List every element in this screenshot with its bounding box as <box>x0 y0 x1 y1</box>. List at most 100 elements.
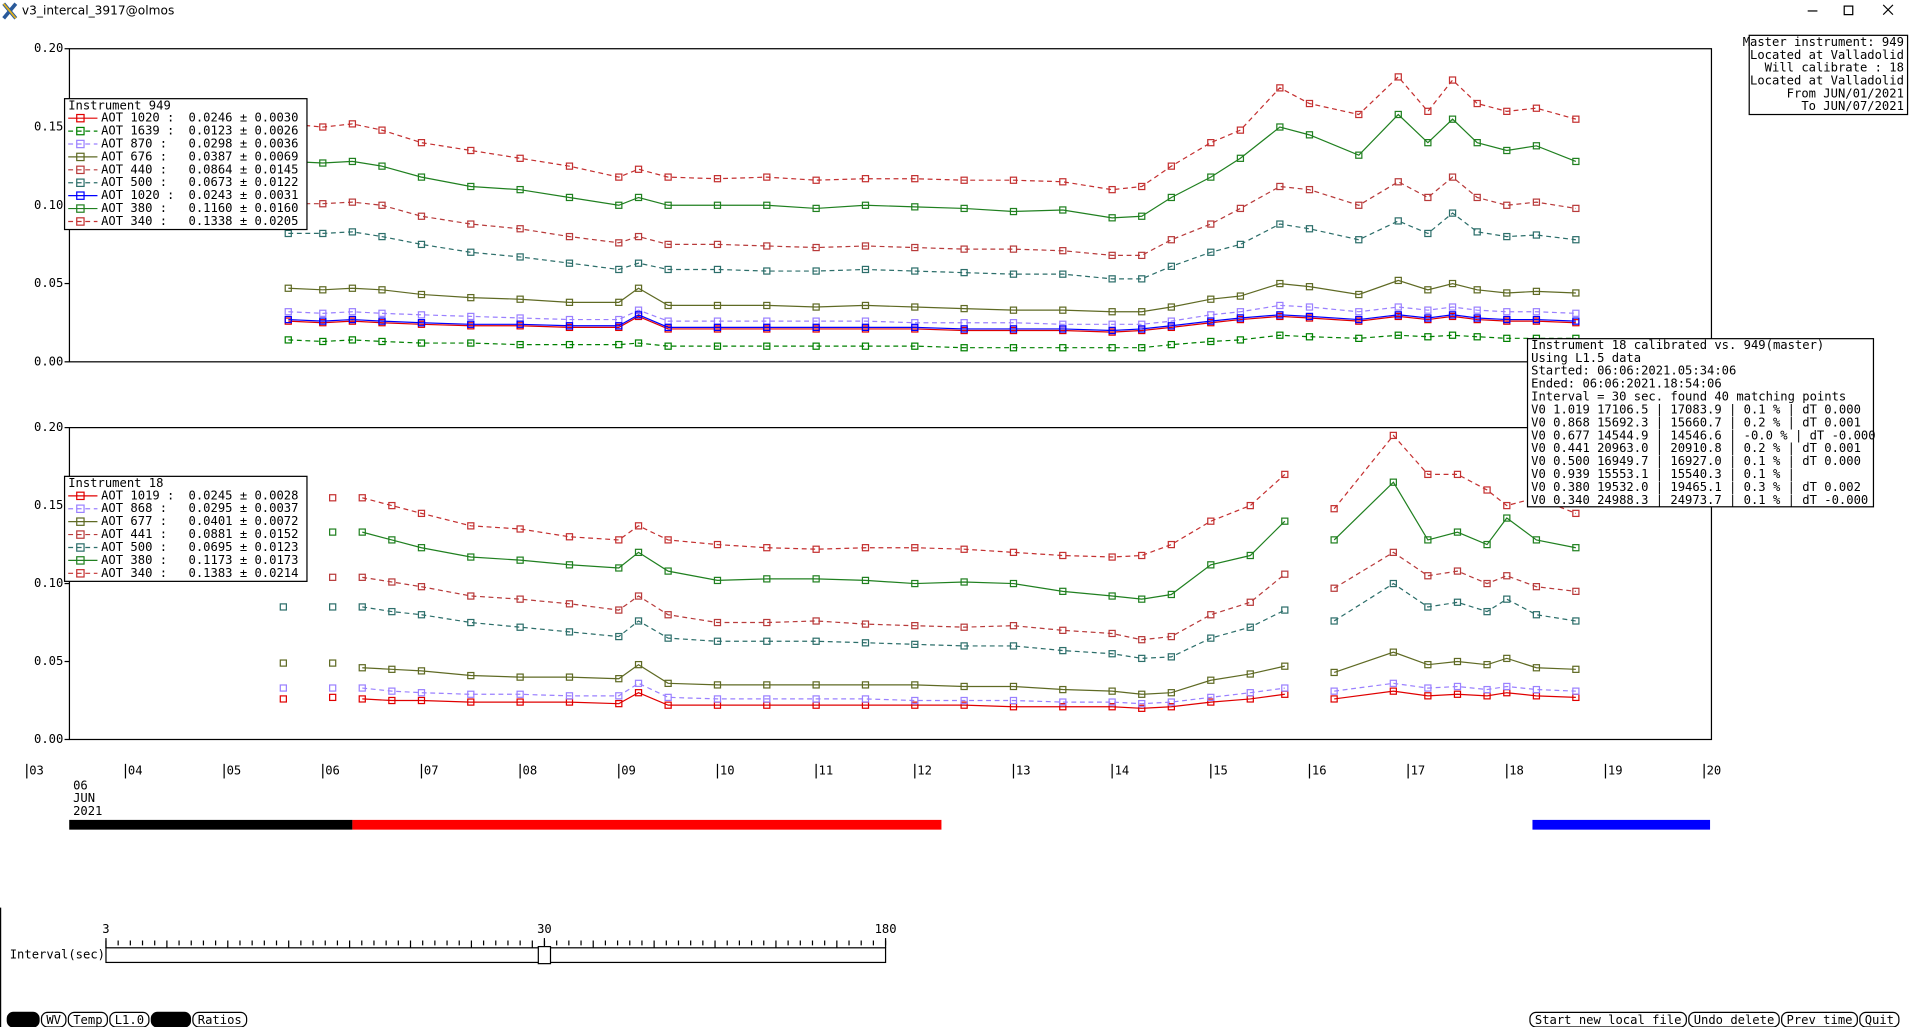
button-label[interactable]: Start new local file <box>1535 1013 1682 1027</box>
button-label[interactable]: Quit <box>1865 1013 1894 1027</box>
data-point <box>1503 201 1511 209</box>
data-point <box>417 139 426 147</box>
data-point <box>911 621 919 630</box>
data-point <box>329 528 337 536</box>
data-point <box>960 204 968 213</box>
button-frame[interactable] <box>1688 1011 1780 1027</box>
data-point <box>634 259 643 267</box>
data-point <box>812 204 820 213</box>
data-point <box>329 684 337 692</box>
data-point <box>1305 283 1314 291</box>
button[interactable]: WV <box>40 1011 67 1027</box>
button-label[interactable]: WV <box>46 1013 61 1027</box>
data-point <box>1276 311 1284 319</box>
button-label[interactable]: Temp <box>73 1013 102 1027</box>
data-point <box>615 298 623 306</box>
data-point <box>1236 240 1245 249</box>
button-frame[interactable] <box>192 1011 248 1027</box>
data-point <box>1207 561 1215 569</box>
data-point <box>1473 193 1481 202</box>
data-point <box>1138 690 1146 698</box>
data-point <box>1207 173 1215 181</box>
data-point <box>565 259 574 267</box>
legend-name: AOT 676 : <box>101 149 167 163</box>
stats-line: Started: 06:06:2021.05:34:06 <box>1531 364 1736 378</box>
legend-box <box>63 98 308 231</box>
button-label[interactable]: L1.0 <box>115 1013 144 1027</box>
button[interactable]: Quit <box>1859 1011 1900 1027</box>
data-point <box>1108 344 1116 352</box>
slider-track[interactable] <box>105 947 887 964</box>
button[interactable]: Ratios <box>192 1011 248 1027</box>
data-point <box>417 212 426 220</box>
data-point <box>664 536 672 544</box>
data-point <box>615 536 623 544</box>
button-frame[interactable] <box>67 1011 109 1027</box>
button-label[interactable]: Prev time <box>1787 1013 1853 1027</box>
window-controls[interactable] <box>1807 4 1894 16</box>
button-frame[interactable] <box>40 1011 67 1027</box>
slider-thumb[interactable] <box>537 945 552 965</box>
data-point <box>1453 528 1462 536</box>
button[interactable]: Undo delete <box>1688 1011 1780 1027</box>
button-frame[interactable] <box>1529 1011 1687 1027</box>
data-point <box>1167 540 1175 549</box>
button-frame[interactable] <box>1781 1011 1858 1027</box>
data-point <box>1207 698 1215 706</box>
data-point <box>1167 322 1175 330</box>
button-label[interactable]: L1.5 <box>156 1013 185 1027</box>
x-tick-label: 16 <box>1312 764 1327 778</box>
button-label[interactable]: Ratios <box>198 1013 242 1027</box>
button[interactable]: L1.0 <box>109 1011 150 1027</box>
data-point <box>763 544 771 552</box>
button-frame[interactable] <box>109 1011 150 1027</box>
data-point <box>1009 579 1018 588</box>
data-point <box>1207 317 1215 325</box>
button-frame[interactable] <box>1859 1011 1900 1027</box>
data-point <box>467 293 475 302</box>
button[interactable]: L1.5 <box>150 1011 192 1027</box>
button-frame[interactable] <box>6 1011 40 1027</box>
legend-name: AOT 677 : <box>101 514 167 528</box>
data-point <box>1473 306 1481 314</box>
legend-name: AOT 500 : <box>101 175 167 189</box>
legend-name: AOT 868 : <box>101 501 167 515</box>
data-point <box>1236 204 1245 213</box>
data-point <box>615 606 623 614</box>
slider-tick-label: 3 <box>102 922 109 936</box>
data-point <box>378 162 386 170</box>
data-point <box>388 578 396 586</box>
stats-line: V0 0.441 20963.0 | 20910.8 | 0.2 % | dT … <box>1531 441 1861 455</box>
data-point <box>329 603 337 611</box>
data-point <box>319 337 327 346</box>
x-tick-label: 14 <box>1115 764 1130 778</box>
legend-name: AOT 380 : <box>101 553 167 567</box>
data-point <box>1207 295 1215 303</box>
slider-label: Interval(sec) <box>10 948 105 962</box>
data-point <box>358 573 366 581</box>
data-point <box>664 567 672 575</box>
x-tick-label: 17 <box>1411 764 1426 778</box>
button[interactable]: Temp <box>67 1011 109 1027</box>
data-point <box>664 679 672 688</box>
data-point <box>1503 572 1511 580</box>
y-tick-label: 0.00 <box>34 732 63 746</box>
data-point <box>1503 315 1511 324</box>
button-label[interactable]: AOT <box>12 1013 35 1027</box>
data-point <box>1355 201 1363 209</box>
data-point <box>1207 676 1215 684</box>
legend-marker <box>76 569 85 578</box>
button-frame[interactable] <box>150 1011 192 1027</box>
data-point <box>319 286 327 294</box>
x-tick-label: 08 <box>523 764 538 778</box>
data-point <box>1532 198 1541 206</box>
data-point <box>664 173 672 181</box>
button[interactable]: Start new local file <box>1529 1011 1687 1027</box>
button[interactable]: AOT <box>6 1011 40 1027</box>
button-label[interactable]: Undo delete <box>1694 1013 1775 1027</box>
legend-marker <box>76 113 85 123</box>
data-point <box>1167 340 1175 349</box>
button[interactable]: Prev time <box>1781 1011 1858 1027</box>
data-point <box>634 679 643 688</box>
data-point <box>1059 320 1067 328</box>
